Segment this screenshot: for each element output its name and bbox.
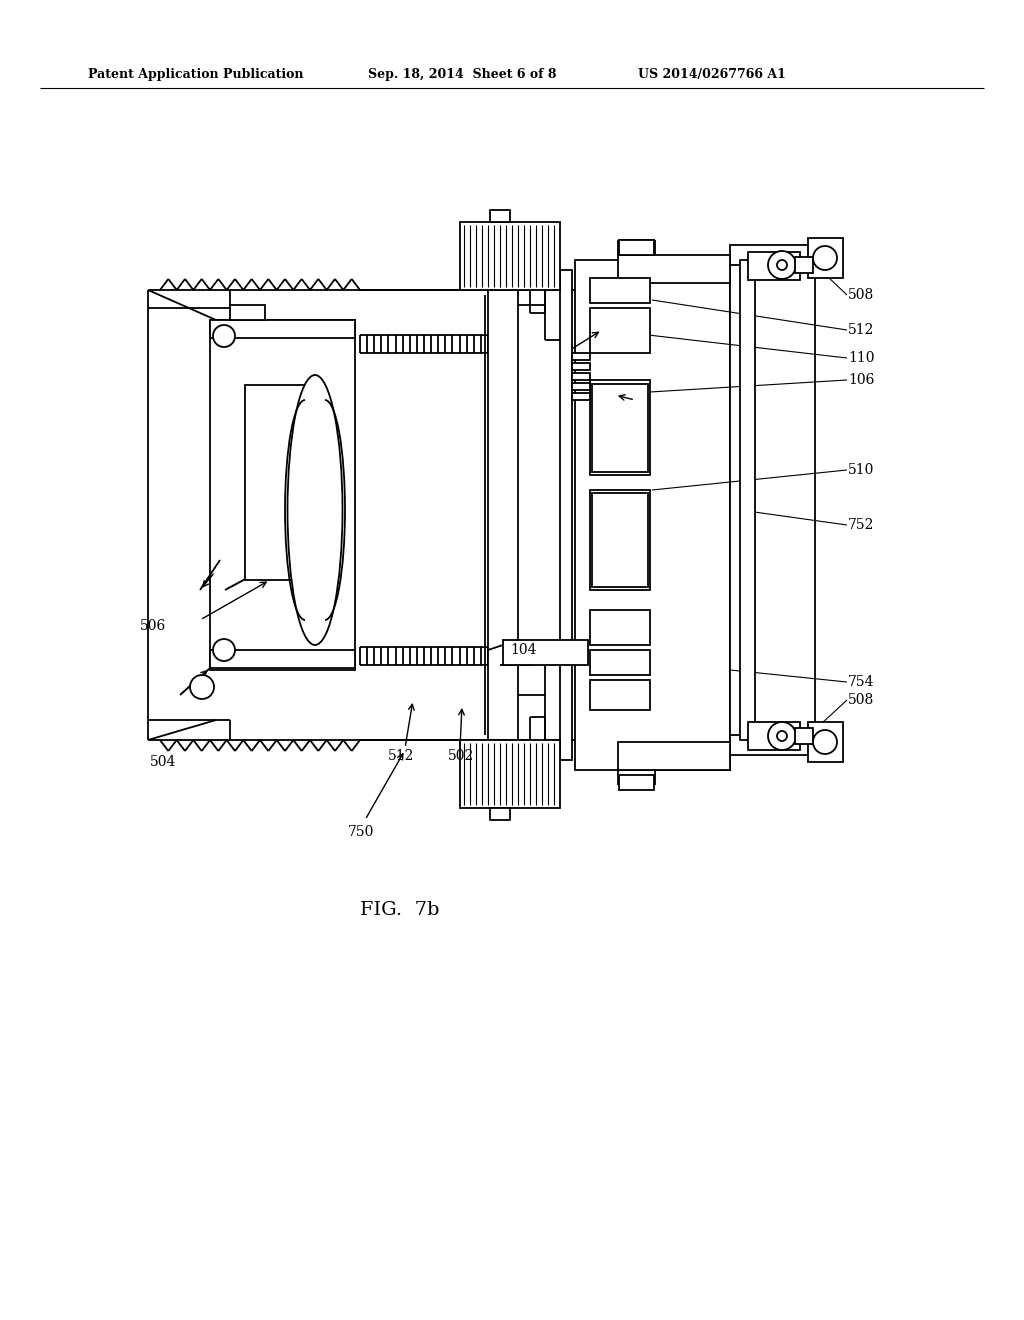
- Bar: [490, 210, 510, 222]
- Text: FIG.  7b: FIG. 7b: [360, 902, 439, 919]
- Bar: [618, 775, 654, 789]
- Bar: [748, 252, 800, 280]
- Circle shape: [777, 731, 787, 741]
- Circle shape: [813, 246, 837, 271]
- Circle shape: [813, 730, 837, 754]
- Bar: [795, 257, 813, 273]
- Text: 510: 510: [848, 463, 874, 477]
- Bar: [590, 490, 650, 590]
- Text: Sep. 18, 2014  Sheet 6 of 8: Sep. 18, 2014 Sheet 6 of 8: [368, 69, 556, 81]
- Bar: [572, 363, 590, 370]
- Bar: [795, 729, 813, 744]
- Bar: [740, 260, 755, 741]
- Bar: [560, 271, 572, 760]
- Bar: [730, 246, 815, 755]
- Text: Patent Application Publication: Patent Application Publication: [88, 69, 303, 81]
- Bar: [592, 492, 648, 587]
- Bar: [590, 680, 650, 710]
- Bar: [210, 319, 355, 338]
- Bar: [618, 255, 730, 282]
- Bar: [230, 305, 265, 319]
- Text: 104: 104: [510, 643, 537, 657]
- Text: 504: 504: [150, 755, 176, 770]
- Text: 508: 508: [848, 693, 874, 708]
- Text: 750: 750: [348, 825, 375, 840]
- Circle shape: [213, 325, 234, 347]
- Text: 502: 502: [449, 748, 474, 763]
- Bar: [460, 741, 560, 808]
- Circle shape: [768, 722, 796, 750]
- Text: 110: 110: [848, 351, 874, 366]
- Bar: [572, 393, 590, 400]
- Text: 506: 506: [140, 619, 166, 634]
- Bar: [808, 722, 843, 762]
- Bar: [748, 722, 800, 750]
- Bar: [590, 279, 650, 304]
- Text: US 2014/0267766 A1: US 2014/0267766 A1: [638, 69, 785, 81]
- Bar: [572, 374, 590, 380]
- Text: 754: 754: [848, 675, 874, 689]
- Text: 512: 512: [388, 748, 415, 763]
- Bar: [590, 380, 650, 475]
- Bar: [575, 260, 730, 770]
- Bar: [210, 319, 355, 671]
- Bar: [590, 308, 650, 352]
- Bar: [503, 640, 588, 665]
- Bar: [590, 610, 650, 645]
- Bar: [590, 649, 650, 675]
- Circle shape: [213, 639, 234, 661]
- Circle shape: [768, 251, 796, 279]
- Bar: [490, 808, 510, 820]
- Bar: [572, 383, 590, 389]
- Text: 508: 508: [848, 288, 874, 302]
- Bar: [808, 238, 843, 279]
- Text: 512: 512: [848, 323, 874, 337]
- Ellipse shape: [288, 375, 342, 645]
- Circle shape: [190, 675, 214, 700]
- Text: 752: 752: [848, 517, 874, 532]
- Circle shape: [777, 260, 787, 271]
- Text: 106: 106: [848, 374, 874, 387]
- Bar: [210, 649, 355, 668]
- Bar: [245, 385, 325, 579]
- Bar: [488, 290, 518, 741]
- Bar: [592, 384, 648, 473]
- Bar: [618, 240, 654, 255]
- Bar: [460, 222, 560, 290]
- Bar: [572, 352, 590, 360]
- Bar: [618, 742, 730, 770]
